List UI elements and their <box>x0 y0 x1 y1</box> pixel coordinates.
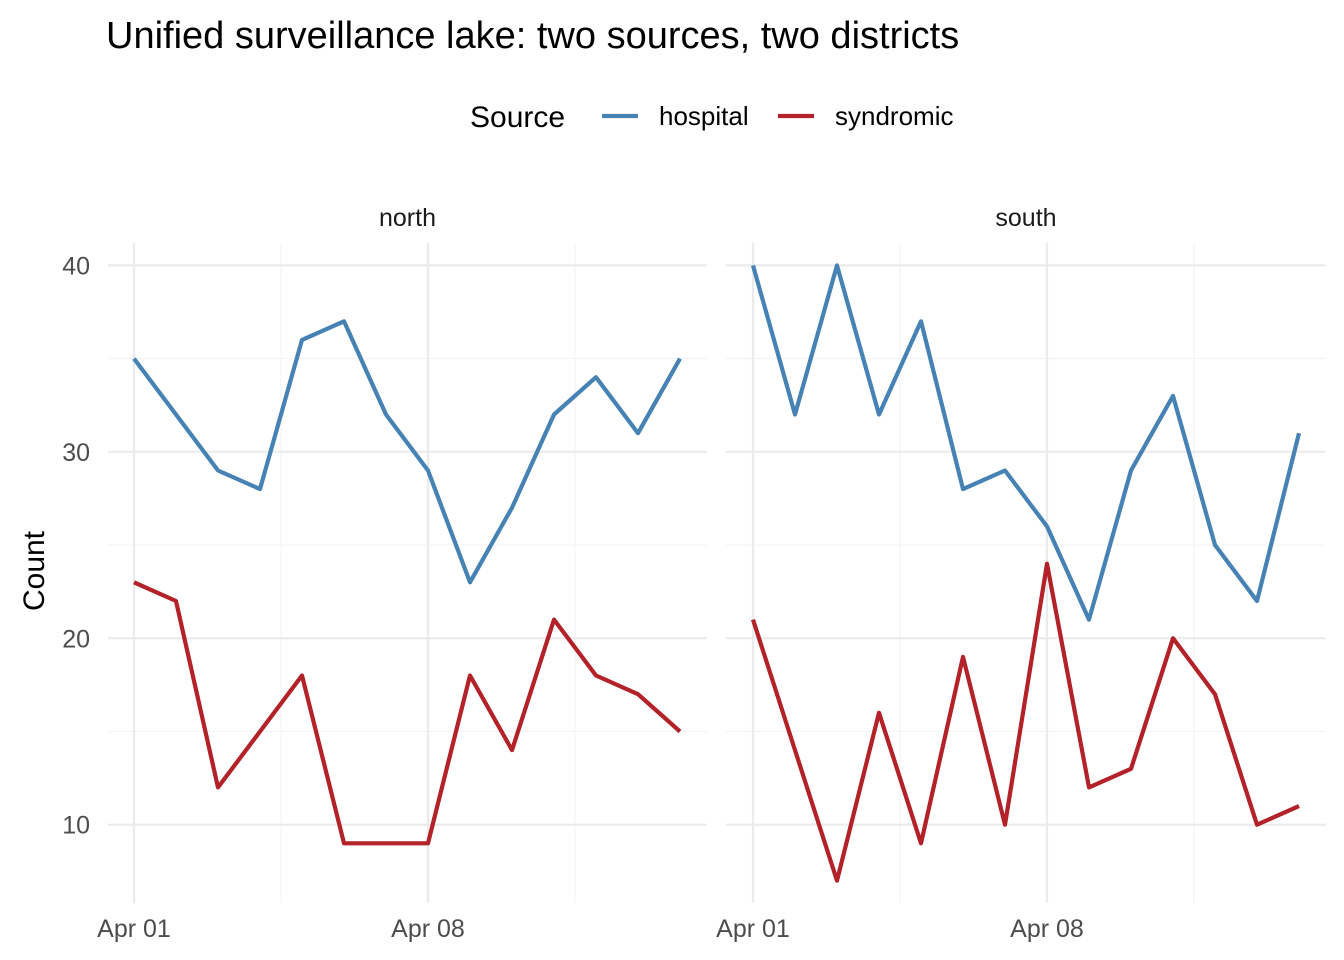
y-tick-label: 10 <box>62 812 90 840</box>
facet-panels: north Apr 01 Apr 08 10 20 30 40 south Apr 01 Apr … <box>62 204 1326 943</box>
y-tick-label: 40 <box>62 252 90 280</box>
series-line-hospital <box>750 263 1302 622</box>
series-line-syndromic <box>133 580 682 846</box>
legend-title: Source <box>470 101 565 134</box>
legend: Source hospital syndromic <box>470 101 953 134</box>
x-tick-label: Apr 08 <box>1010 915 1084 943</box>
series-line-hospital <box>132 319 682 585</box>
x-tick-label: Apr 01 <box>97 915 171 943</box>
x-tick-label: Apr 01 <box>716 915 790 943</box>
panel-north: north Apr 01 Apr 08 10 20 30 40 <box>62 204 707 943</box>
legend-label-hospital: hospital <box>659 101 749 131</box>
facet-strip-label: north <box>379 204 436 232</box>
panel-south: south Apr 01 Apr 08 <box>716 204 1326 943</box>
x-tick-label: Apr 08 <box>391 915 465 943</box>
series-line-syndromic <box>751 561 1300 883</box>
y-tick-label: 20 <box>62 625 90 653</box>
facet-strip-label: south <box>995 204 1056 232</box>
chart-title: Unified surveillance lake: two sources, … <box>106 15 959 57</box>
legend-label-syndromic: syndromic <box>835 101 953 131</box>
y-axis-title: Count <box>18 530 51 611</box>
y-tick-label: 30 <box>62 439 90 467</box>
